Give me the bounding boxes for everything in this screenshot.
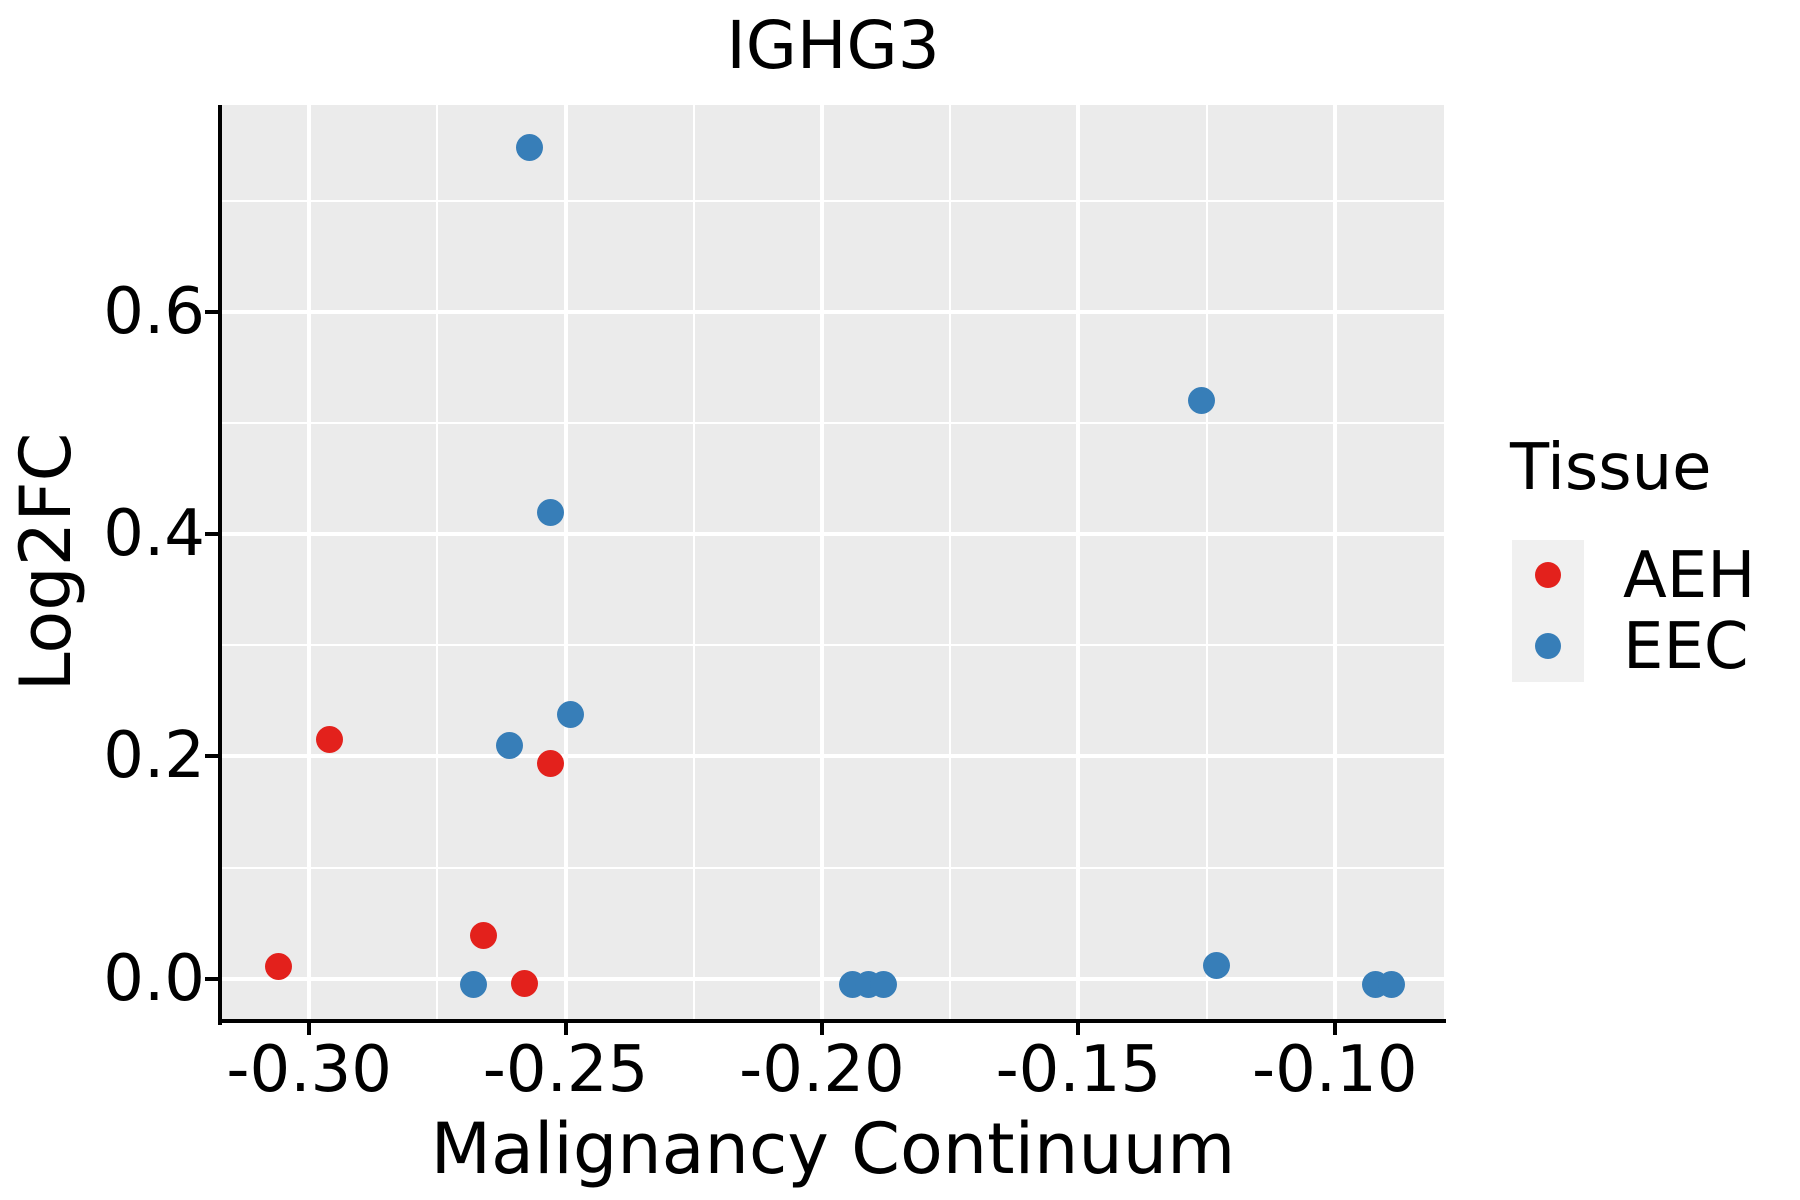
x-major-gridline [307, 105, 312, 1021]
x-major-gridline [1076, 105, 1081, 1021]
x-tick-label: -0.10 [1251, 1033, 1418, 1107]
y-tick-label: 0.0 [103, 941, 205, 1016]
legend-title: Tissue [1510, 431, 1712, 505]
x-major-gridline [1332, 105, 1337, 1021]
data-point-eec [459, 970, 487, 998]
y-minor-gridline [222, 644, 1444, 647]
x-tick-label: -0.30 [226, 1033, 392, 1107]
y-tick-mark [205, 309, 218, 314]
x-major-gridline [563, 105, 568, 1021]
x-tick-mark [307, 1021, 312, 1035]
y-major-gridline [222, 976, 1444, 981]
y-tick-label: 0.2 [103, 719, 205, 794]
data-point-eec [495, 731, 523, 759]
legend-swatch-aeh-icon [1535, 562, 1561, 588]
x-tick-mark [1332, 1021, 1337, 1035]
legend-key-eec [1512, 611, 1584, 682]
data-point-aeh [264, 953, 292, 981]
data-point-eec [536, 499, 564, 527]
data-point-eec [516, 133, 544, 161]
x-minor-gridline [1205, 105, 1208, 1021]
data-point-eec [557, 700, 585, 728]
y-tick-label: 0.4 [103, 497, 205, 572]
data-point-eec [870, 970, 897, 998]
y-major-gridline [222, 754, 1444, 759]
data-point-aeh [316, 726, 344, 754]
y-minor-gridline [222, 421, 1444, 424]
x-minor-gridline [436, 105, 439, 1021]
x-minor-gridline [692, 105, 695, 1021]
y-minor-gridline [222, 199, 1444, 202]
y-tick-mark [205, 754, 218, 759]
legend-swatch-eec-icon [1535, 633, 1561, 659]
legend-label-eec: EEC [1623, 610, 1749, 684]
x-major-gridline [819, 105, 824, 1021]
x-tick-mark [1076, 1021, 1081, 1035]
data-point-eec [1203, 951, 1231, 979]
data-point-eec [1187, 387, 1215, 415]
y-tick-mark [205, 532, 218, 537]
legend-key-aeh [1512, 540, 1584, 611]
y-minor-gridline [222, 866, 1444, 869]
x-tick-mark [819, 1021, 824, 1035]
y-axis-title: Log2FC [5, 432, 87, 692]
data-point-aeh [511, 969, 539, 997]
y-major-gridline [222, 309, 1444, 314]
plot-panel [222, 105, 1444, 1021]
x-tick-label: -0.15 [995, 1033, 1162, 1107]
y-tick-label: 0.6 [103, 274, 205, 349]
x-tick-mark [563, 1021, 568, 1035]
y-tick-mark [205, 976, 218, 981]
data-point-aeh [470, 921, 498, 949]
plot-title: IGHG3 [726, 7, 940, 84]
legend-label-aeh: AEH [1623, 539, 1756, 613]
data-point-eec [1377, 970, 1405, 998]
y-major-gridline [222, 532, 1444, 537]
x-axis-title: Malignancy Continuum [430, 1108, 1236, 1190]
data-point-aeh [536, 749, 564, 777]
x-axis-spine [218, 1019, 1446, 1023]
x-tick-label: -0.20 [739, 1033, 905, 1107]
x-minor-gridline [949, 105, 952, 1021]
x-tick-label: -0.25 [482, 1033, 649, 1107]
y-axis-spine [218, 105, 222, 1025]
